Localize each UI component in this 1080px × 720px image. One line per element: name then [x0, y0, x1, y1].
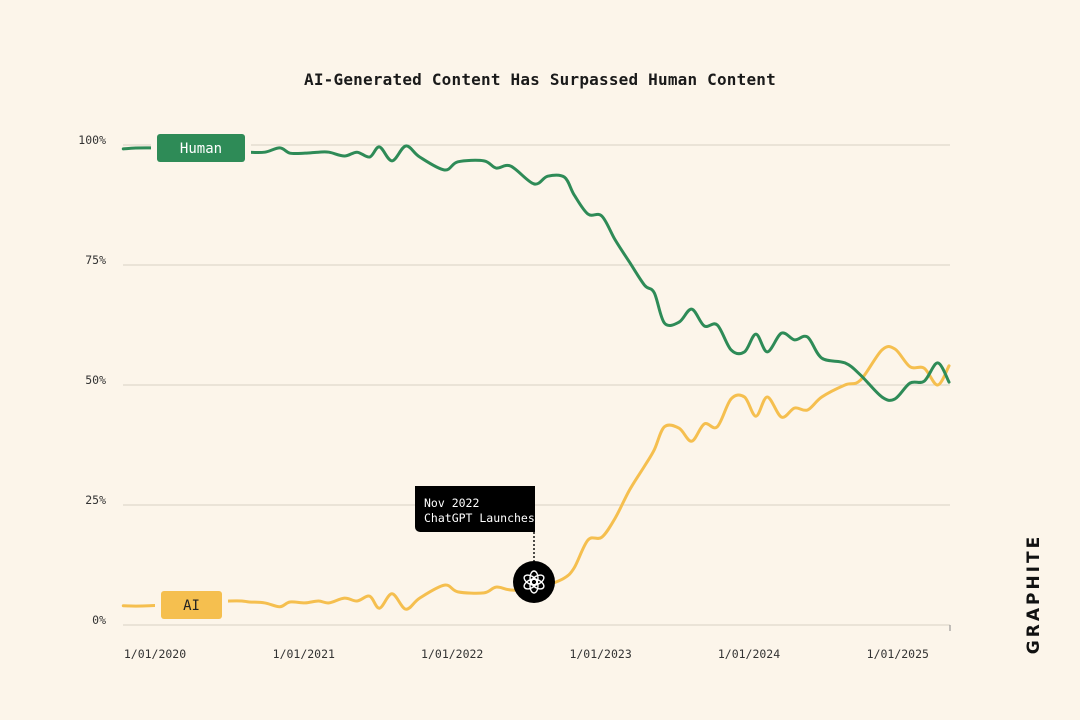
- y-tick-label: 50%: [85, 373, 106, 387]
- y-tick-label: 75%: [85, 253, 106, 267]
- logo-text: GRAPHITE: [1024, 533, 1044, 655]
- graphite-logo: GRAPHITE: [1022, 530, 1046, 658]
- legend-label-human: Human: [151, 134, 251, 162]
- label-box: [157, 134, 245, 162]
- y-tick-label: 25%: [85, 493, 106, 507]
- annotation-box: [415, 486, 535, 532]
- label-text: AI: [183, 598, 200, 614]
- annotation-text: ChatGPT Launches: [424, 511, 535, 525]
- label-text: Human: [180, 141, 222, 157]
- chart-title: AI-Generated Content Has Surpassed Human…: [304, 70, 776, 89]
- annotation-marker: [513, 561, 555, 603]
- x-tick-label: 1/01/2024: [718, 647, 780, 661]
- y-tick-label: 0%: [92, 613, 106, 627]
- annotation-date: Nov 2022: [424, 496, 479, 510]
- openai-logo-icon: [523, 570, 545, 594]
- openai-logo-petal: [523, 574, 538, 586]
- series-line-ai: [121, 344, 951, 611]
- series-line-human: [121, 144, 951, 402]
- x-tick-label: 1/01/2021: [273, 647, 335, 661]
- x-tick-label: 1/01/2023: [569, 647, 631, 661]
- x-tick-label: 1/01/2020: [124, 647, 186, 661]
- label-box: [161, 591, 222, 619]
- y-tick-label: 100%: [78, 133, 106, 147]
- legend-label-ai: AI: [155, 591, 228, 619]
- x-tick-label: 1/01/2022: [421, 647, 483, 661]
- x-tick-label: 1/01/2025: [867, 647, 929, 661]
